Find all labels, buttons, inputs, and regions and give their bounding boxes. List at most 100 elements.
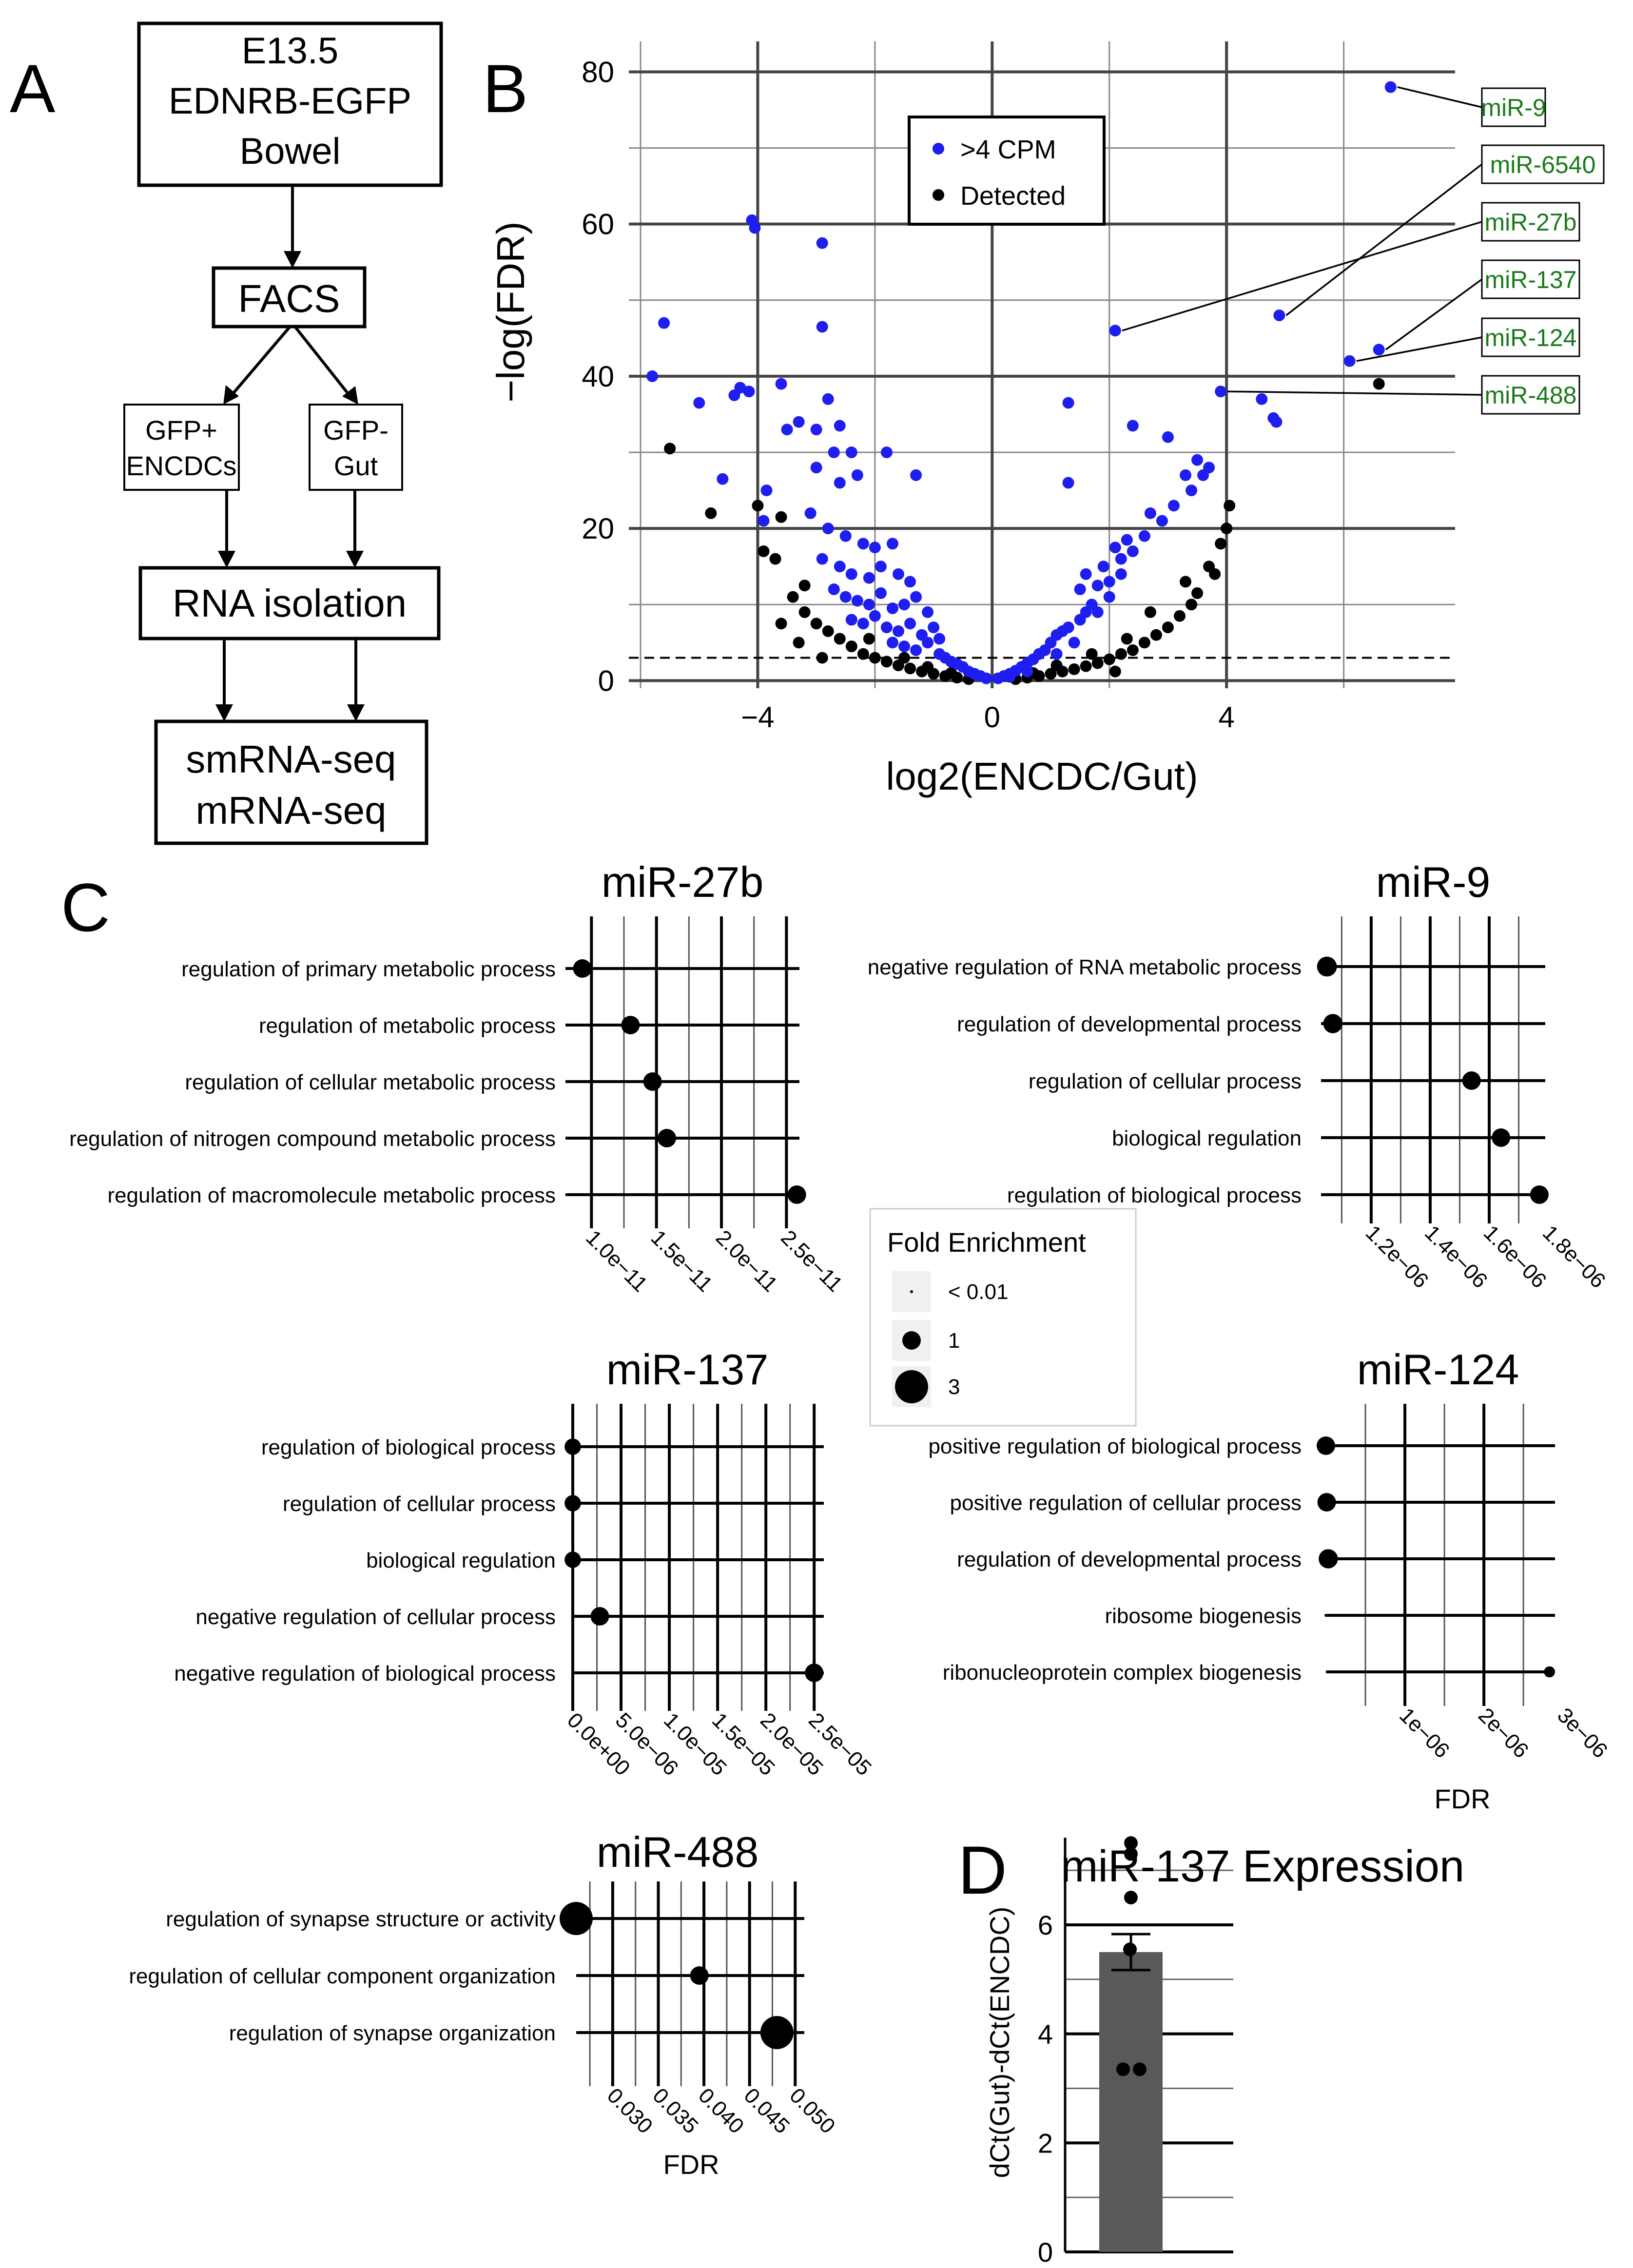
point-detected [798,606,811,618]
dotplot-title: miR-9 [1376,858,1491,906]
point-detected [1224,500,1236,512]
point-cpm [1115,568,1127,580]
point-detected [1180,576,1192,588]
point-cpm [1138,530,1150,542]
point-detected [769,553,781,565]
category-label: regulation of nitrogen compound metaboli… [69,1127,556,1151]
point-cpm [898,640,910,653]
point-cpm [845,614,857,626]
panel-label-c: C [61,869,110,946]
y-axis-title: dCt(Gut)-dCt(ENCDC) [984,1907,1015,2178]
y-tick-label: 40 [582,360,614,393]
point-cpm [1121,534,1133,546]
point-cpm [1080,568,1092,580]
replicate-point [1123,1942,1137,1957]
enrichment-dot [1462,1071,1481,1090]
point-cpm [1050,648,1063,660]
x-axis-title: FDR [1434,1783,1490,1814]
point-cpm [892,568,904,580]
point-detected [1144,606,1156,618]
flow-start-line-2: EDNRB-EGFP [169,80,411,122]
flow-start-line-3: Bowel [240,131,341,172]
point-detected [863,633,875,645]
volcano-plot: −4 0 4020406080log2(ENCDC/Gut)−log(FDR)>4 … [489,41,1605,798]
enrichment-dot [1544,1666,1555,1678]
point-cpm [810,424,822,436]
point-cpm [1068,637,1080,649]
point-detected [1068,663,1080,675]
y-axis-title: −log(FDR) [489,221,532,402]
point-cpm [804,507,816,519]
point-cpm [1062,477,1074,489]
legend-key-dot [895,1370,928,1403]
x-tick-label: 1.2e−06 [1361,1221,1433,1293]
flow-gfp-neg-line-2: Gut [334,450,378,481]
y-tick-label: 2 [1038,2128,1053,2158]
point-detected [1215,538,1227,550]
point-detected [904,662,916,675]
point-detected [1103,653,1115,665]
category-label: regulation of synapse organization [229,2021,556,2045]
point-cpm [717,473,729,485]
mir-137-expression-chart: 0 2 4 6 miR-137 Expression dCt(Gut)-dCt(ENCDC… [984,1836,1464,2268]
enrichment-dot [573,959,592,978]
point-cpm [1373,344,1385,356]
point-cpm [728,389,740,401]
point-detected [1109,665,1121,678]
point-detected [798,580,811,592]
legend-entry-label: 3 [948,1375,960,1399]
point-detected [1080,660,1092,672]
point-detected [1221,523,1233,535]
point-cpm [1115,553,1127,565]
flowchart-text: E13.5 EDNRB-EGFP Bowel FACS GFP+ ENCDCs … [126,30,411,832]
point-cpm [828,583,840,596]
point-cpm [834,477,846,489]
flow-box-start [137,21,443,187]
point-cpm [980,672,992,684]
category-label: regulation of cellular metabolic process [185,1070,556,1094]
point-cpm [922,637,934,649]
legend-label-cpm: >4 CPM [960,135,1056,164]
x-tick-label: 0.030 [603,2083,658,2138]
point-cpm [875,587,887,599]
point-detected [1138,637,1150,649]
flow-start-line-1: E13.5 [242,30,339,72]
point-cpm [880,621,893,634]
point-cpm [1273,310,1285,322]
point-cpm [1203,462,1215,474]
point-cpm [810,462,822,474]
point-cpm [1384,81,1397,93]
mirna-label: miR-137 [1485,266,1577,293]
point-cpm [758,515,770,527]
point-detected [1162,621,1174,634]
enrichment-dot [805,1664,824,1682]
enrichment-dot [690,1966,709,1985]
label-leader-line [1122,221,1482,331]
point-cpm [898,599,910,611]
y-tick-label: 0 [598,664,614,697]
point-cpm [775,378,787,390]
point-detected [1086,648,1098,660]
point-cpm [760,485,773,497]
point-cpm [1091,580,1104,592]
point-detected [793,637,805,649]
mirna-label: miR-9 [1481,94,1546,121]
point-detected [857,648,869,660]
point-detected [898,652,910,664]
x-tick-label: −4 [741,701,774,734]
point-cpm [1186,485,1198,497]
point-detected [945,667,957,679]
dotplot-mir-488: miR-488 regulation of synapse structure o… [129,1828,839,2180]
dotplot-mir-27b: miR-27b regulation of primary metabolic p… [69,858,847,1297]
flow-gfp-pos-line-1: GFP+ [145,415,217,446]
enrichment-dot [1530,1185,1549,1204]
flow-seq-line-2: mRNA-seq [195,789,386,832]
point-cpm [839,591,852,603]
point-cpm [857,618,869,630]
x-tick-label: 4 [1218,701,1234,734]
point-detected [1050,659,1063,672]
point-cpm [646,370,659,382]
point-detected [1115,648,1127,660]
point-cpm [1270,416,1283,428]
point-detected [664,443,676,455]
